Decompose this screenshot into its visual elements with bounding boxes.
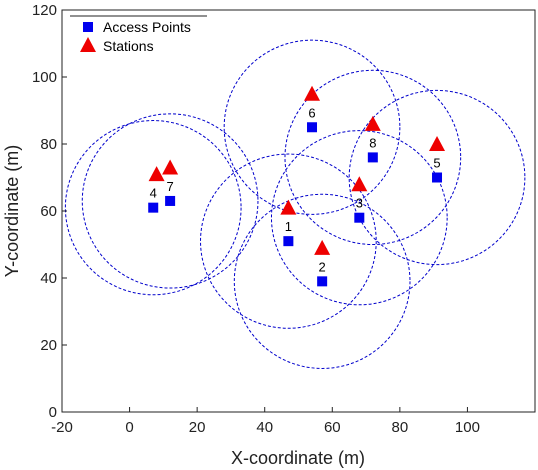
y-axis-label: Y-coordinate (m) [2, 145, 22, 277]
data-marks: 1 2 3 4 5 6 7 8 [148, 85, 446, 287]
access-point-label: 3 [356, 196, 363, 211]
access-point-label: 6 [308, 105, 315, 120]
legend-access-points-marker [83, 22, 93, 32]
station-marker [351, 176, 368, 192]
station-marker [162, 159, 179, 175]
y-tick-label: 80 [40, 136, 57, 153]
access-point-marker [317, 276, 328, 287]
y-tick-label: 40 [40, 270, 57, 287]
access-point-label: 7 [166, 179, 173, 194]
coverage-circle [348, 89, 526, 266]
station-marker [314, 239, 331, 255]
legend-stations-label: Stations [103, 38, 154, 54]
access-point-label: 2 [319, 259, 326, 274]
x-axis-label: X-coordinate (m) [231, 448, 365, 468]
y-tick-label: 20 [40, 337, 57, 354]
x-tick-label: -20 [51, 419, 73, 436]
coverage-circle [233, 193, 411, 369]
access-point-label: 8 [369, 135, 376, 150]
coverage-circle [223, 39, 401, 215]
x-tick-label: 40 [256, 419, 273, 436]
x-tick-label: 20 [189, 419, 206, 436]
y-tick-label: 120 [32, 2, 57, 19]
legend-stations-marker [80, 37, 96, 52]
access-point-label: 5 [433, 156, 440, 171]
station-marker [304, 85, 321, 101]
access-point-marker [165, 195, 176, 206]
station-marker [280, 199, 297, 215]
x-tick-label: 100 [455, 419, 480, 436]
x-tick-label: 0 [125, 419, 133, 436]
x-tick-label: 80 [392, 419, 409, 436]
access-point-marker [307, 122, 318, 133]
access-point-marker [283, 236, 294, 247]
station-marker [429, 136, 446, 151]
coverage-circles [64, 39, 526, 369]
x-tick-label: 60 [324, 419, 341, 436]
access-point-marker [367, 152, 378, 163]
access-point-marker [148, 202, 159, 213]
y-tick-label: 60 [40, 203, 57, 220]
coverage-circle [81, 113, 259, 289]
station-marker [148, 166, 165, 182]
access-point-label: 1 [285, 219, 292, 234]
plot-frame [61, 9, 536, 413]
y-tick-label: 0 [49, 404, 57, 421]
legend: Access Points Stations [70, 15, 207, 54]
coverage-circle [270, 130, 448, 306]
station-marker [364, 115, 381, 131]
access-point-marker [354, 212, 365, 223]
coverage-circle [284, 69, 462, 245]
y-tick-label: 100 [32, 69, 57, 86]
coverage-circle [64, 120, 242, 296]
legend-access-points-label: Access Points [103, 19, 191, 35]
access-point-label: 4 [150, 186, 157, 201]
coverage-circle [200, 153, 377, 329]
access-point-marker [432, 172, 443, 183]
